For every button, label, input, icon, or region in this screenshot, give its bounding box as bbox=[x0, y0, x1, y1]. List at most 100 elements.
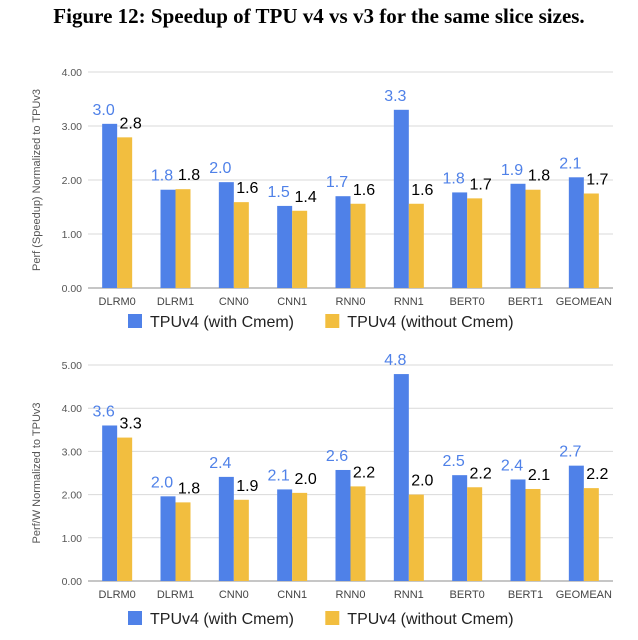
x-tick-label: DLRM0 bbox=[99, 589, 136, 601]
bar-without-cmem bbox=[175, 189, 191, 288]
bar-with-cmem bbox=[335, 469, 351, 581]
bar-without-cmem bbox=[117, 437, 133, 581]
bar-without-cmem bbox=[175, 502, 191, 581]
bar-with-cmem bbox=[568, 465, 584, 581]
legend-swatch bbox=[325, 611, 340, 625]
speedup-bar-chart: 0.00 1.00 2.00 3.00 4.00 Perf (Speedup) Norma… bbox=[31, 67, 613, 331]
legend-label: TPUv4 (without Cmem) bbox=[347, 611, 513, 628]
data-label: 2.4 bbox=[501, 457, 523, 474]
bar-without-cmem bbox=[467, 487, 483, 581]
data-label: 1.9 bbox=[236, 478, 258, 495]
bar-without-cmem bbox=[467, 198, 483, 288]
bar-without-cmem bbox=[525, 189, 541, 288]
y-tick-label: 1.00 bbox=[62, 229, 83, 241]
y-tick-label: 5.00 bbox=[62, 360, 83, 372]
x-tick-label: RNN1 bbox=[394, 589, 424, 601]
x-tick-label: GEOMEAN bbox=[556, 296, 612, 308]
data-label: 3.3 bbox=[384, 88, 406, 105]
data-label: 1.8 bbox=[443, 170, 465, 187]
bar-with-cmem bbox=[335, 196, 351, 288]
data-label: 2.1 bbox=[559, 155, 581, 172]
bar-with-cmem bbox=[218, 182, 234, 288]
data-label: 2.1 bbox=[268, 467, 290, 484]
bar-with-cmem bbox=[393, 109, 409, 288]
data-label: 2.0 bbox=[411, 473, 433, 490]
data-label: 1.8 bbox=[178, 167, 200, 184]
bar-with-cmem bbox=[568, 177, 584, 288]
bar-without-cmem bbox=[233, 499, 249, 581]
data-label: 2.0 bbox=[209, 160, 231, 177]
data-label: 2.1 bbox=[528, 467, 550, 484]
bar-without-cmem bbox=[525, 488, 541, 581]
y-tick-label: 0.00 bbox=[62, 283, 83, 295]
y-tick-label: 2.00 bbox=[62, 175, 83, 187]
data-label: 3.6 bbox=[93, 403, 115, 420]
x-tick-label: RNN0 bbox=[336, 589, 366, 601]
data-label: 1.8 bbox=[178, 480, 200, 497]
data-label: 1.6 bbox=[411, 182, 433, 199]
x-tick-label: CNN1 bbox=[277, 296, 307, 308]
y-tick-label: 4.00 bbox=[62, 403, 83, 415]
data-label: 1.6 bbox=[236, 180, 258, 197]
bar-without-cmem bbox=[292, 210, 308, 288]
legend-swatch bbox=[128, 314, 142, 328]
bar-with-cmem bbox=[218, 476, 234, 581]
y-tick-label: 2.00 bbox=[62, 490, 83, 502]
bar-with-cmem bbox=[160, 189, 176, 288]
bar-with-cmem bbox=[102, 425, 118, 581]
legend-swatch bbox=[128, 611, 142, 625]
y-tick-label: 3.00 bbox=[62, 446, 83, 458]
y-axis-label: Perf/W Normalized to TPUv3 bbox=[31, 402, 43, 543]
x-tick-label: DLRM1 bbox=[157, 296, 194, 308]
data-label: 1.4 bbox=[295, 189, 317, 206]
x-tick-label: DLRM0 bbox=[99, 296, 136, 308]
data-label: 1.7 bbox=[326, 174, 348, 191]
data-label: 1.5 bbox=[268, 184, 290, 201]
x-tick-label: BERT1 bbox=[508, 296, 543, 308]
data-label: 2.2 bbox=[586, 466, 608, 483]
x-tick-label: DLRM1 bbox=[157, 589, 194, 601]
bar-without-cmem bbox=[117, 137, 133, 288]
bar-without-cmem bbox=[292, 492, 308, 581]
data-label: 3.3 bbox=[120, 416, 142, 433]
bar-with-cmem bbox=[277, 489, 293, 581]
x-tick-label: BERT1 bbox=[508, 589, 543, 601]
bar-without-cmem bbox=[350, 486, 366, 581]
bar-with-cmem bbox=[452, 475, 468, 581]
y-tick-label: 4.00 bbox=[62, 67, 83, 79]
bar-with-cmem bbox=[510, 183, 526, 288]
legend-label: TPUv4 (with Cmem) bbox=[150, 314, 294, 331]
bar-without-cmem bbox=[583, 488, 599, 581]
y-tick-label: 1.00 bbox=[62, 533, 83, 545]
bar-with-cmem bbox=[452, 192, 468, 288]
bar-without-cmem bbox=[233, 202, 249, 288]
legend-swatch bbox=[325, 314, 340, 328]
data-label: 2.0 bbox=[151, 474, 173, 491]
bar-without-cmem bbox=[408, 203, 424, 288]
x-tick-label: CNN0 bbox=[219, 296, 249, 308]
bar-without-cmem bbox=[350, 203, 366, 288]
data-label: 1.9 bbox=[501, 162, 523, 179]
x-tick-label: CNN0 bbox=[219, 589, 249, 601]
data-label: 1.8 bbox=[528, 168, 550, 185]
data-label: 1.7 bbox=[470, 176, 492, 193]
x-tick-label: BERT0 bbox=[450, 589, 485, 601]
data-label: 3.0 bbox=[93, 102, 115, 119]
data-label: 2.8 bbox=[120, 115, 142, 132]
y-axis-label: Perf (Speedup) Normalized to TPUv3 bbox=[31, 89, 43, 271]
data-label: 4.8 bbox=[384, 352, 406, 369]
bar-with-cmem bbox=[510, 479, 526, 581]
bar-without-cmem bbox=[408, 494, 424, 581]
perf-per-watt-bar-chart: 0.00 1.00 2.00 3.00 4.00 5.00 Perf/W Normalize… bbox=[31, 352, 613, 628]
x-tick-label: GEOMEAN bbox=[556, 589, 612, 601]
x-tick-label: RNN1 bbox=[394, 296, 424, 308]
legend-label: TPUv4 (with Cmem) bbox=[150, 611, 294, 628]
data-label: 2.4 bbox=[209, 455, 231, 472]
y-tick-label: 3.00 bbox=[62, 121, 83, 133]
data-label: 2.5 bbox=[443, 453, 465, 470]
bar-with-cmem bbox=[102, 123, 118, 288]
data-label: 2.2 bbox=[470, 465, 492, 482]
data-label: 1.7 bbox=[586, 172, 608, 189]
data-label: 1.8 bbox=[151, 168, 173, 185]
x-tick-label: RNN0 bbox=[336, 296, 366, 308]
